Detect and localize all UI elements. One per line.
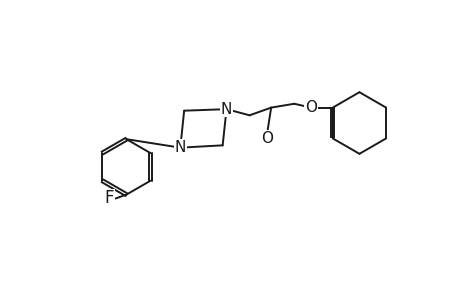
Text: N: N — [174, 140, 185, 155]
Text: F: F — [105, 190, 114, 208]
Text: O: O — [261, 131, 273, 146]
Text: O: O — [305, 100, 317, 115]
Text: N: N — [220, 102, 232, 117]
